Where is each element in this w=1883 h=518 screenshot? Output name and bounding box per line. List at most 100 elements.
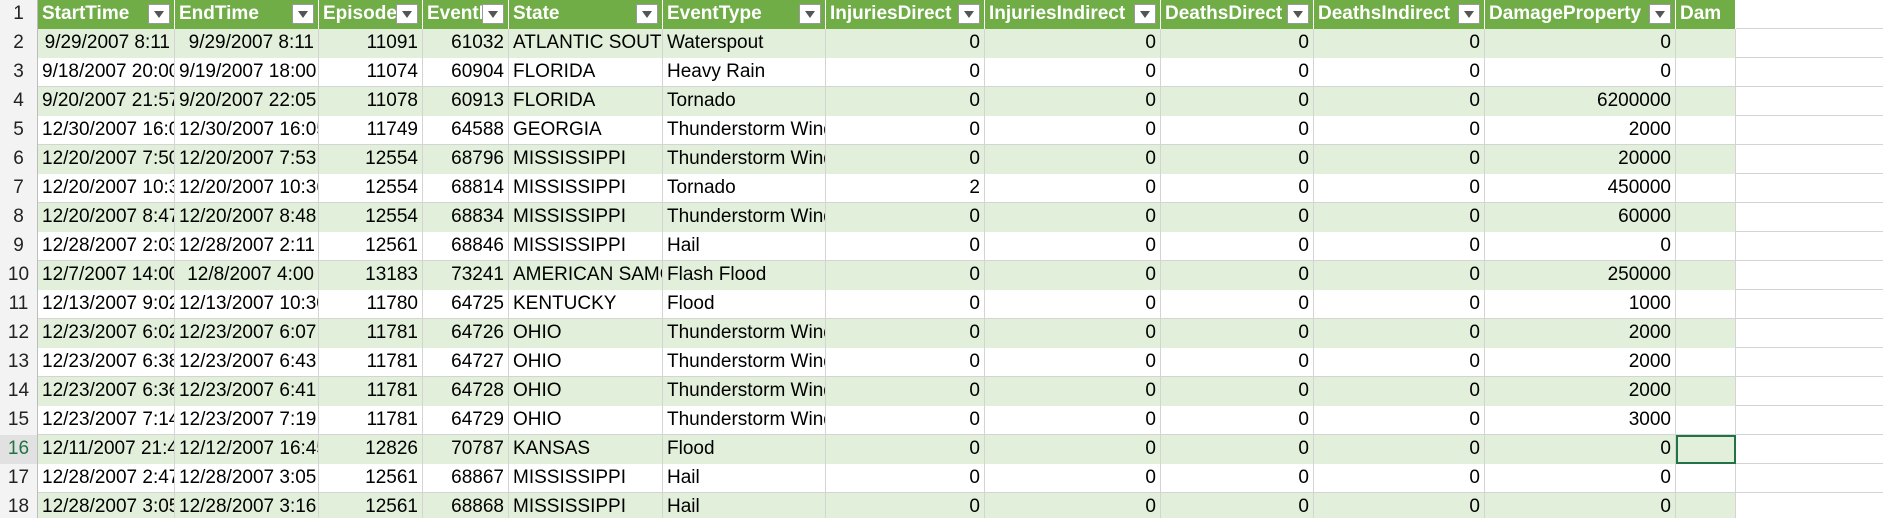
table-cell[interactable]: 64729 <box>423 406 509 435</box>
col-header-eventtype[interactable]: EventType <box>663 0 826 29</box>
table-cell[interactable]: 450000 <box>1485 174 1676 203</box>
col-header-deathsdirect[interactable]: DeathsDirect <box>1161 0 1314 29</box>
table-cell[interactable]: 12/20/2007 7:50 <box>38 145 175 174</box>
table-cell[interactable]: Thunderstorm Wind <box>663 203 826 232</box>
col-header-eventid[interactable]: EventId <box>423 0 509 29</box>
table-cell[interactable]: 3000 <box>1485 406 1676 435</box>
table-cell[interactable]: 0 <box>1161 493 1314 518</box>
table-cell[interactable] <box>1676 116 1736 145</box>
table-cell[interactable]: Waterspout <box>663 29 826 58</box>
filter-dropdown-icon[interactable] <box>799 4 821 24</box>
table-cell[interactable]: Hail <box>663 464 826 493</box>
table-cell[interactable]: FLORIDA <box>509 58 663 87</box>
table-cell[interactable]: 0 <box>1161 174 1314 203</box>
table-cell[interactable]: Tornado <box>663 174 826 203</box>
table-cell[interactable]: 0 <box>826 145 985 174</box>
row-number[interactable]: 6 <box>0 145 38 174</box>
table-cell[interactable]: 11781 <box>319 319 423 348</box>
table-cell[interactable]: 0 <box>826 493 985 518</box>
table-cell[interactable]: MISSISSIPPI <box>509 493 663 518</box>
table-cell[interactable]: FLORIDA <box>509 87 663 116</box>
table-cell[interactable]: 0 <box>1314 406 1485 435</box>
table-cell[interactable]: 11749 <box>319 116 423 145</box>
table-cell[interactable]: 0 <box>985 145 1161 174</box>
table-cell[interactable]: 0 <box>1161 58 1314 87</box>
table-cell[interactable]: 0 <box>826 261 985 290</box>
table-cell[interactable]: 0 <box>1161 348 1314 377</box>
table-cell[interactable]: 0 <box>1314 464 1485 493</box>
table-cell[interactable]: 0 <box>1314 319 1485 348</box>
table-cell[interactable]: 0 <box>826 348 985 377</box>
table-cell[interactable]: Hail <box>663 493 826 518</box>
table-cell[interactable]: Hail <box>663 232 826 261</box>
table-cell[interactable]: 12/23/2007 7:14 <box>38 406 175 435</box>
table-cell[interactable]: 11781 <box>319 377 423 406</box>
table-cell[interactable]: 68796 <box>423 145 509 174</box>
table-cell[interactable]: Thunderstorm Wind <box>663 319 826 348</box>
table-cell[interactable]: ATLANTIC SOUTH <box>509 29 663 58</box>
table-cell[interactable]: MISSISSIPPI <box>509 145 663 174</box>
table-cell[interactable]: 11074 <box>319 58 423 87</box>
table-cell[interactable]: 9/18/2007 20:00 <box>38 58 175 87</box>
table-cell[interactable]: 0 <box>1485 29 1676 58</box>
table-cell[interactable] <box>1676 174 1736 203</box>
table-cell[interactable]: 0 <box>985 116 1161 145</box>
table-cell[interactable]: 68846 <box>423 232 509 261</box>
table-cell[interactable]: 60000 <box>1485 203 1676 232</box>
table-cell[interactable]: Thunderstorm Wind <box>663 116 826 145</box>
table-cell[interactable]: 12/28/2007 3:16 <box>175 493 319 518</box>
table-cell[interactable]: 0 <box>826 319 985 348</box>
table-cell[interactable]: 64728 <box>423 377 509 406</box>
table-cell[interactable]: 0 <box>1314 174 1485 203</box>
row-number[interactable]: 14 <box>0 377 38 406</box>
table-cell[interactable]: 0 <box>826 203 985 232</box>
table-cell[interactable]: 2000 <box>1485 116 1676 145</box>
table-cell[interactable]: 0 <box>826 58 985 87</box>
table-cell[interactable]: 0 <box>985 174 1161 203</box>
table-cell[interactable]: 2000 <box>1485 319 1676 348</box>
table-cell[interactable]: Heavy Rain <box>663 58 826 87</box>
table-cell[interactable]: 12/30/2007 16:00 <box>38 116 175 145</box>
table-cell[interactable]: 0 <box>985 435 1161 464</box>
table-cell[interactable]: 6200000 <box>1485 87 1676 116</box>
table-cell[interactable]: 60904 <box>423 58 509 87</box>
table-cell[interactable]: 2000 <box>1485 377 1676 406</box>
table-cell[interactable]: MISSISSIPPI <box>509 203 663 232</box>
table-cell[interactable]: 0 <box>985 232 1161 261</box>
table-cell[interactable]: 12/20/2007 10:36 <box>175 174 319 203</box>
table-cell[interactable]: 0 <box>985 290 1161 319</box>
row-number[interactable]: 7 <box>0 174 38 203</box>
col-header-state[interactable]: State <box>509 0 663 29</box>
table-cell[interactable]: OHIO <box>509 348 663 377</box>
table-cell[interactable]: 12/7/2007 14:00 <box>38 261 175 290</box>
table-cell[interactable]: 0 <box>985 87 1161 116</box>
table-cell[interactable]: 0 <box>1161 290 1314 319</box>
table-cell[interactable]: 0 <box>985 464 1161 493</box>
table-cell[interactable]: 9/29/2007 8:11 <box>38 29 175 58</box>
table-cell[interactable]: 0 <box>985 261 1161 290</box>
table-cell[interactable]: 0 <box>1161 377 1314 406</box>
row-number[interactable]: 8 <box>0 203 38 232</box>
col-header-injuriesindirect[interactable]: InjuriesIndirect <box>985 0 1161 29</box>
table-cell[interactable]: 12/28/2007 2:11 <box>175 232 319 261</box>
table-cell[interactable]: 12/11/2007 21:45 <box>38 435 175 464</box>
table-cell[interactable]: 68834 <box>423 203 509 232</box>
table-cell[interactable]: 11091 <box>319 29 423 58</box>
table-cell[interactable]: 0 <box>985 203 1161 232</box>
table-cell[interactable]: 0 <box>826 406 985 435</box>
table-cell[interactable] <box>1676 464 1736 493</box>
col-header-endtime[interactable]: EndTime <box>175 0 319 29</box>
table-cell[interactable]: 64726 <box>423 319 509 348</box>
table-cell[interactable]: 0 <box>1161 203 1314 232</box>
table-cell[interactable]: 0 <box>1161 29 1314 58</box>
table-cell[interactable]: 64725 <box>423 290 509 319</box>
row-number[interactable]: 12 <box>0 319 38 348</box>
table-cell[interactable]: 0 <box>826 290 985 319</box>
table-cell[interactable]: 0 <box>826 87 985 116</box>
row-number[interactable]: 15 <box>0 406 38 435</box>
table-cell[interactable]: 12/23/2007 6:41 <box>175 377 319 406</box>
table-cell[interactable]: 12561 <box>319 464 423 493</box>
table-cell[interactable]: 12/13/2007 9:02 <box>38 290 175 319</box>
table-cell[interactable]: 13183 <box>319 261 423 290</box>
row-number[interactable]: 5 <box>0 116 38 145</box>
